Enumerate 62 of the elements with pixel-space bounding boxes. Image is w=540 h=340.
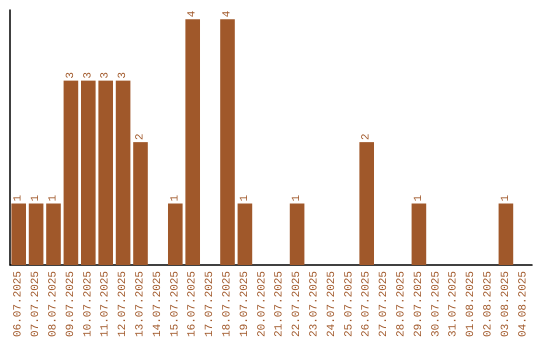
x-tick-label: 31.07.2025 xyxy=(448,270,460,338)
data-label: 4 xyxy=(186,10,199,18)
bar xyxy=(168,204,183,265)
x-tick-label: 30.07.2025 xyxy=(430,270,442,338)
data-label: 1 xyxy=(412,194,425,202)
x-tick-label: 22.07.2025 xyxy=(291,270,304,338)
x-tick-label: 25.07.2025 xyxy=(343,270,356,338)
data-label: 2 xyxy=(360,133,373,140)
bar xyxy=(28,204,44,265)
data-label: 4 xyxy=(222,10,234,18)
x-tick-label: 23.07.2025 xyxy=(308,270,320,338)
x-tick-label: 28.07.2025 xyxy=(396,270,408,338)
bar xyxy=(412,204,426,265)
data-label: 1 xyxy=(238,194,251,202)
data-label: 1 xyxy=(12,194,25,202)
x-tick-label: 15.07.2025 xyxy=(169,270,182,338)
x-tick-label: 07.07.2025 xyxy=(30,270,42,338)
x-tick-label: 09.07.2025 xyxy=(64,270,77,338)
x-tick-label: 08.07.2025 xyxy=(48,270,60,338)
x-tick-label: 11.07.2025 xyxy=(100,270,112,338)
x-tick-label: 12.07.2025 xyxy=(117,270,130,338)
bar xyxy=(11,204,26,265)
bar xyxy=(290,204,304,265)
x-tick-label: 03.08.2025 xyxy=(500,270,512,338)
bar xyxy=(64,80,78,265)
data-label: 3 xyxy=(82,72,94,79)
data-label: 1 xyxy=(48,194,60,202)
x-tick-label: 01.08.2025 xyxy=(465,270,478,338)
x-tick-label: 20.07.2025 xyxy=(256,270,268,338)
data-label: 1 xyxy=(291,194,304,202)
bar xyxy=(98,80,114,265)
x-tick-label: 02.08.2025 xyxy=(482,270,494,338)
bar xyxy=(359,142,374,265)
x-tick-label: 13.07.2025 xyxy=(134,270,146,338)
x-tick-label: 10.07.2025 xyxy=(82,270,94,338)
bar xyxy=(80,80,96,265)
x-tick-label: 21.07.2025 xyxy=(274,270,286,338)
data-label: 3 xyxy=(117,72,130,79)
bar xyxy=(498,204,514,265)
bar xyxy=(133,142,148,265)
x-tick-label: 29.07.2025 xyxy=(412,270,425,338)
x-tick-label: 06.07.2025 xyxy=(12,270,25,338)
x-tick-label: 18.07.2025 xyxy=(222,270,234,338)
x-tick-label: 04.08.2025 xyxy=(517,270,530,338)
x-tick-label: 26.07.2025 xyxy=(360,270,373,338)
bar xyxy=(238,204,252,265)
x-tick-label: 16.07.2025 xyxy=(186,270,199,338)
bar xyxy=(185,19,200,265)
x-tick-label: 19.07.2025 xyxy=(238,270,251,338)
data-label: 3 xyxy=(100,72,112,79)
data-label: 1 xyxy=(30,194,42,202)
bar xyxy=(116,80,130,265)
bar xyxy=(220,19,235,265)
x-tick-label: 14.07.2025 xyxy=(152,270,164,338)
data-label: 1 xyxy=(500,194,512,202)
x-tick-label: 17.07.2025 xyxy=(204,270,216,338)
data-label: 3 xyxy=(64,72,77,79)
data-label: 1 xyxy=(169,194,182,202)
bar xyxy=(46,204,61,265)
x-tick-label: 27.07.2025 xyxy=(378,270,390,338)
x-tick-label: 24.07.2025 xyxy=(326,270,338,338)
data-label: 2 xyxy=(134,133,146,140)
